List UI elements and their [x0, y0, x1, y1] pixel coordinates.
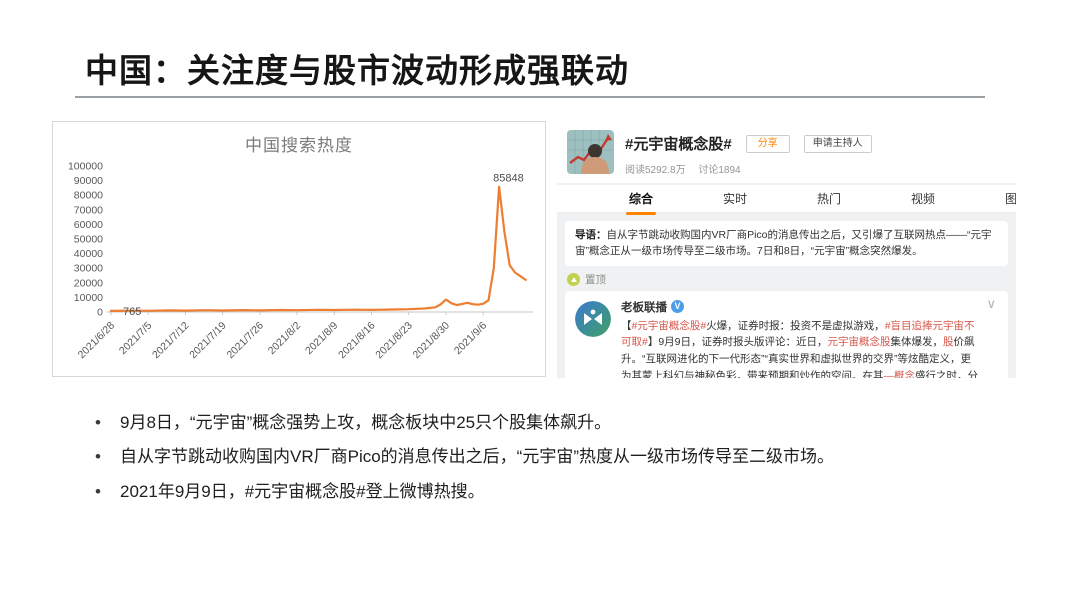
weibo-post: ∨ 老板联播 V 【#元宇宙概念股#火爆，证券时报：投资不是虚拟游戏，#盲目追捧…	[565, 290, 1008, 378]
topic-reads-count: 阅读5292.8万	[625, 165, 686, 176]
topic-title: #元宇宙概念股#	[625, 136, 732, 153]
svg-text:2021/8/2: 2021/8/2	[266, 320, 303, 357]
svg-text:2021/8/16: 2021/8/16	[336, 320, 378, 362]
page-title: 中国：关注度与股市波动形成强联动	[85, 52, 629, 89]
svg-text:80000: 80000	[74, 190, 103, 202]
apply-host-button[interactable]: 申请主持人	[803, 134, 872, 153]
topic-tab[interactable]: 热门	[817, 192, 842, 206]
topic-tab-bar: 综合 实时 热门 视频 图	[557, 185, 1016, 215]
topic-link[interactable]: —概念	[883, 369, 916, 378]
svg-text:60000: 60000	[74, 219, 103, 231]
post-text-segment: 【	[621, 319, 632, 332]
svg-text:2021/7/19: 2021/7/19	[187, 320, 229, 362]
svg-text:0: 0	[97, 307, 103, 319]
svg-text:100000: 100000	[68, 161, 103, 173]
weibo-topic-screenshot: #元宇宙概念股# 分享 申请主持人 阅读5292.8万 讨论1894 综合 实时 热…	[557, 121, 1016, 378]
lead-label: 导语：	[575, 229, 607, 241]
svg-text:90000: 90000	[74, 175, 103, 187]
author-logo	[575, 300, 611, 337]
post-text-segment: 盛行之时，分清是真	[915, 369, 978, 378]
topic-tab[interactable]: 实时	[723, 192, 748, 206]
share-button[interactable]: 分享	[745, 134, 790, 153]
pinned-row: 置顶	[567, 272, 1006, 287]
svg-text:2021/9/6: 2021/9/6	[452, 320, 489, 357]
lead-card: 导语：自从字节跳动收购国内VR厂商Pico的消息传出之后，又引爆了互联网热点——…	[565, 221, 1008, 266]
svg-text:2021/8/30: 2021/8/30	[411, 320, 453, 362]
bullet-item: 9月8日，“元宇宙”概念强势上攻，概念板块中25只个股集体飙升。	[93, 412, 953, 434]
bullet-item: 自从字节跳动收购国内VR厂商Pico的消息传出之后，“元宇宙”热度从一级市场传导…	[93, 446, 953, 468]
svg-text:10000: 10000	[74, 292, 103, 304]
svg-text:70000: 70000	[74, 204, 103, 216]
svg-text:765: 765	[123, 306, 141, 318]
topic-link[interactable]: #元宇宙概念股#	[631, 319, 707, 332]
svg-text:85848: 85848	[493, 173, 524, 185]
topic-link[interactable]: 股	[943, 336, 954, 349]
post-text-segment: 】9月9日，证券时报头版评论：近日，	[647, 336, 828, 349]
verified-badge-icon: V	[671, 300, 684, 314]
chart-title: 中国搜索热度	[245, 136, 353, 155]
post-text-segment: 集体爆发，	[890, 336, 944, 349]
topic-tab[interactable]: 综合	[625, 192, 657, 215]
svg-text:2021/7/12: 2021/7/12	[150, 320, 192, 362]
topic-link[interactable]: #盲目追捧元宇宙不可取#	[621, 319, 975, 349]
topic-stats: 阅读5292.8万 讨论1894	[625, 161, 751, 176]
svg-text:2021/8/23: 2021/8/23	[373, 320, 415, 362]
chevron-down-icon[interactable]: ∨	[986, 295, 996, 311]
topic-cover-image	[567, 130, 614, 174]
svg-text:20000: 20000	[74, 277, 103, 289]
svg-text:2021/8/9: 2021/8/9	[303, 320, 340, 357]
svg-text:40000: 40000	[74, 248, 103, 260]
stock-chart-illustration	[567, 130, 614, 174]
title-divider	[75, 96, 985, 98]
post-text: 【#元宇宙概念股#火爆，证券时报：投资不是虚拟游戏，#盲目追捧元宇宙不可取#】9…	[621, 318, 978, 378]
lead-text: 自从字节跳动收购国内VR厂商Pico的消息传出之后，又引爆了互联网热点——“元宇…	[575, 229, 992, 258]
topic-discussions-count: 讨论1894	[698, 165, 741, 176]
svg-text:2021/7/26: 2021/7/26	[224, 320, 266, 362]
post-text-segment: 价飙升。“互联网进化的下一代形态”“真实世界和虚拟世界的交界”等炫酷定义，更为其…	[621, 336, 975, 378]
svg-text:2021/6/28: 2021/6/28	[76, 320, 118, 362]
pin-icon	[567, 272, 580, 286]
svg-text:30000: 30000	[74, 263, 103, 275]
post-text-segment: 火爆，证券时报：投资不是虚拟游戏，	[706, 319, 885, 332]
topic-tab[interactable]: 图	[1005, 192, 1016, 206]
topic-link[interactable]: 元宇宙概念股	[827, 336, 891, 349]
search-heat-chart-panel: 中国搜索热度 0 10000 20000 30000 40000 50000 60000 70…	[52, 121, 546, 377]
bullet-list: 9月8日，“元宇宙”概念强势上攻，概念板块中25只个股集体飙升。自从字节跳动收购…	[93, 412, 953, 515]
bullet-item: 2021年9月9日，#元宇宙概念股#登上微博热搜。	[93, 481, 953, 503]
svg-text:50000: 50000	[74, 234, 103, 246]
pinned-label: 置顶	[585, 273, 606, 286]
search-heat-line-chart: 0 10000 20000 30000 40000 50000 60000 70000 8000…	[68, 161, 533, 362]
svg-text:2021/7/5: 2021/7/5	[117, 320, 154, 357]
weibo-topic-header: #元宇宙概念股# 分享 申请主持人 阅读5292.8万 讨论1894	[557, 121, 1016, 183]
author-avatar[interactable]	[575, 300, 611, 337]
topic-tab[interactable]: 视频	[911, 192, 936, 206]
author-name[interactable]: 老板联播	[621, 301, 667, 314]
